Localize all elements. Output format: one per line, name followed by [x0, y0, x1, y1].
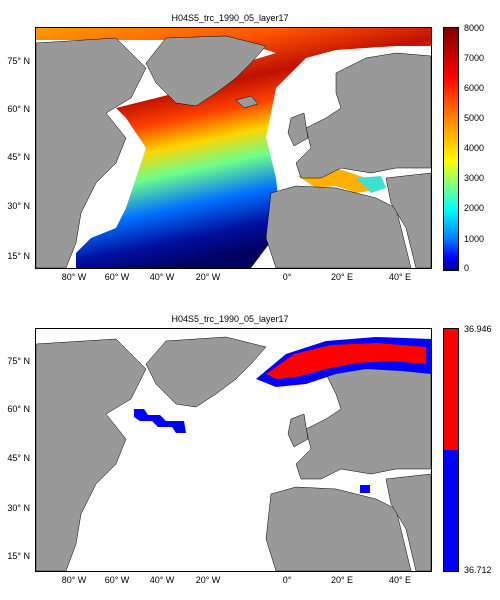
tracer-blue-spot-med: [360, 485, 370, 493]
panel1-cb-tick-3000: 3000: [464, 173, 485, 183]
panel2-lon-label-60w: 60° W: [104, 575, 130, 585]
panel1-lat-label-30: 30° N: [7, 201, 30, 211]
panel1-lat-label-60: 60° N: [7, 104, 30, 114]
panel1-lon-label-80w: 80° W: [61, 272, 87, 282]
panel1-cb-tick-4000: 4000: [464, 143, 485, 153]
panel1-lon-label-20w: 20° W: [195, 272, 221, 282]
panel2-colorbar: [443, 328, 459, 572]
panel2-lat-label-45: 45° N: [7, 453, 30, 463]
panel2-lon-label-20w: 20° W: [195, 575, 221, 585]
panel1-map: [35, 27, 432, 269]
tracer-field: [36, 28, 431, 268]
panel2-lat-label-75: 75° N: [7, 356, 30, 366]
panel2-cb-tick-min: 36.712: [464, 565, 492, 575]
land-europe: [295, 52, 431, 179]
tracer-red-core: [266, 343, 426, 379]
panel1-cb-tick-1000: 1000: [464, 234, 485, 244]
land-greenland: [145, 35, 267, 107]
panel2-lat-label-15: 15° N: [7, 551, 30, 561]
panel2-lat-label-60: 60° N: [7, 404, 30, 414]
panel2-title: H04S5_trc_1990_05_layer17: [171, 314, 289, 324]
panel1-cb-tick-7000: 7000: [464, 53, 485, 63]
panel2-lon-label-20e: 20° E: [330, 575, 354, 585]
panel1-lat-label-75: 75° N: [7, 56, 30, 66]
panel2-lon-label-40e: 40° E: [388, 575, 412, 585]
land-north-america: [36, 338, 147, 571]
panel1-lon-label-40w: 40° W: [149, 272, 175, 282]
panel1-cb-tick-2000: 2000: [464, 203, 485, 213]
panel2-lon-label-40w: 40° W: [149, 575, 175, 585]
panel2-map: [35, 328, 432, 572]
panel1-lon-label-20e: 20° E: [330, 272, 354, 282]
panel1-lon-label-40e: 40° E: [388, 272, 412, 282]
panel1-cb-tick-8000: 8000: [464, 23, 485, 33]
land-greenland: [145, 336, 267, 408]
panel1-colorbar: [443, 27, 459, 271]
panel1-cb-tick-6000: 6000: [464, 83, 485, 93]
panel2-lon-label-0: 0°: [282, 575, 292, 585]
panel1-lon-label-0: 0°: [282, 272, 292, 282]
panel1-lat-label-15: 15° N: [7, 251, 30, 261]
panel1-map-canvas: [36, 28, 431, 268]
panel2-cb-tick-max: 36.946: [464, 324, 492, 334]
panel1-cb-tick-5000: 5000: [464, 113, 485, 123]
panel2-map-canvas: [36, 329, 431, 571]
panel1-lat-label-45: 45° N: [7, 152, 30, 162]
land-north-america: [36, 37, 147, 268]
panel2-lat-label-30: 30° N: [7, 503, 30, 513]
tracer-blue-patch-labrador: [134, 409, 186, 433]
panel2-lon-label-80w: 80° W: [61, 575, 87, 585]
panel1-lon-label-60w: 60° W: [104, 272, 130, 282]
panel1-cb-tick-0: 0: [464, 263, 470, 273]
panel1-title: H04S5_trc_1990_05_layer17: [171, 13, 289, 23]
